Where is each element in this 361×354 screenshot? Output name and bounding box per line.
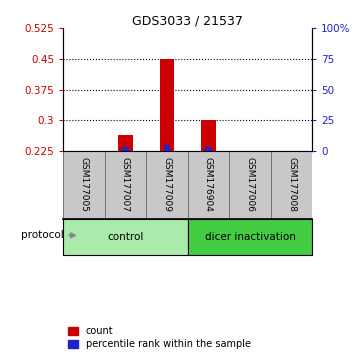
- Bar: [160, 59, 174, 151]
- Bar: [205, 147, 212, 151]
- Text: GSM176904: GSM176904: [204, 156, 213, 211]
- Text: control: control: [107, 232, 144, 242]
- Bar: [118, 135, 133, 151]
- Bar: [122, 148, 129, 151]
- Bar: [201, 120, 216, 151]
- Bar: [164, 145, 170, 151]
- Text: GSM177008: GSM177008: [287, 156, 296, 212]
- Text: GSM177009: GSM177009: [162, 156, 171, 212]
- Legend: count, percentile rank within the sample: count, percentile rank within the sample: [68, 326, 251, 349]
- Text: protocol: protocol: [21, 230, 64, 240]
- Text: GSM177007: GSM177007: [121, 156, 130, 212]
- Text: dicer inactivation: dicer inactivation: [205, 232, 295, 242]
- Text: GSM177005: GSM177005: [79, 156, 88, 212]
- Title: GDS3033 / 21537: GDS3033 / 21537: [132, 14, 243, 27]
- Bar: [63, 219, 188, 255]
- Bar: [188, 219, 312, 255]
- Text: GSM177006: GSM177006: [245, 156, 255, 212]
